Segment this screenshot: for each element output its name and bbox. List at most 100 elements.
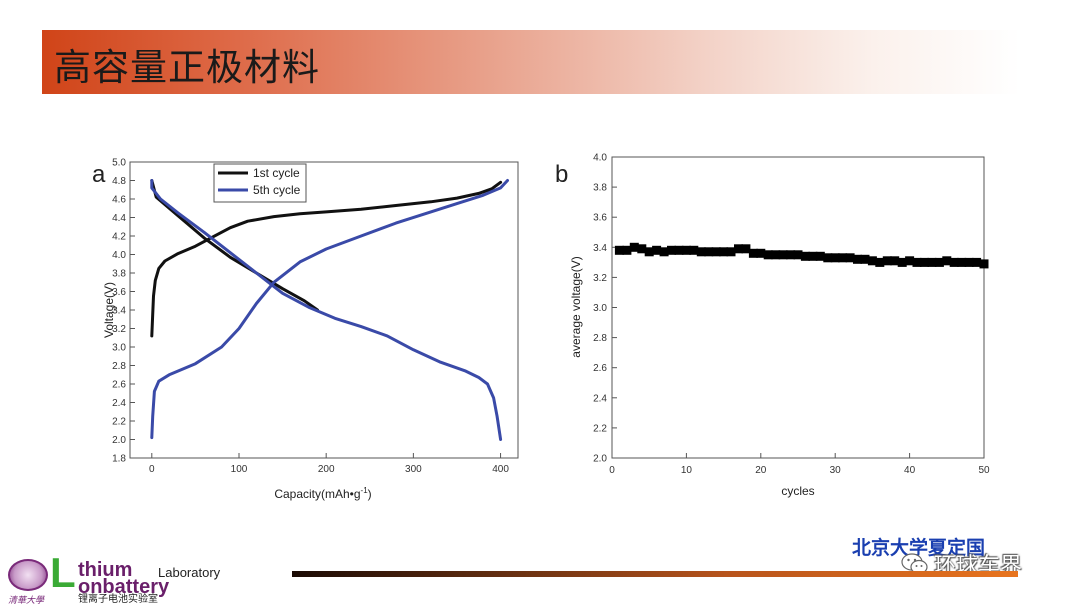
data-point-b — [704, 247, 714, 257]
x-tick-label-a: 400 — [492, 464, 509, 475]
slide-title: 高容量正极材料 — [54, 46, 320, 89]
data-point-b — [719, 247, 729, 257]
y-tick-label-b: 2.6 — [593, 363, 607, 374]
legend-label-cycle1: 1st cycle — [253, 166, 300, 180]
x-axis-label-b: cycles — [781, 484, 814, 498]
data-point-b — [905, 256, 915, 266]
chart-a-voltage-capacity: a 1.8 2.0 2.2 2.4 2.6 2.8 3.0 3.2 3.4 3.6 3.8 4.0 4.… — [92, 158, 519, 501]
data-point-b — [644, 247, 654, 257]
data-point-b — [637, 244, 647, 254]
data-point-b — [800, 251, 810, 261]
data-point-b — [741, 244, 751, 254]
y-tick-label-a: 3.2 — [112, 324, 126, 335]
data-point-b — [815, 251, 825, 261]
series-line-cycle1-charge — [150, 180, 503, 338]
data-point-b — [949, 257, 959, 267]
y-tick-label-a: 2.0 — [112, 435, 126, 446]
legend-label-cycle5: 5th cycle — [253, 183, 301, 197]
data-point-b — [979, 259, 989, 269]
data-point-b — [882, 256, 892, 266]
y-tick-label-a: 4.0 — [112, 250, 126, 261]
lab-logo: 清華大學 L thium Laboratory onbattery 锂离子电池实… — [6, 552, 246, 606]
data-point-b — [763, 250, 773, 260]
data-point-b — [912, 257, 922, 267]
chart-b-average-voltage: b 2.0 2.2 2.4 2.6 2.8 3.0 3.2 3.4 3.6 3.8 4.0 0 10 20… — [555, 153, 990, 499]
data-point-b — [748, 248, 758, 258]
title-bar: 高容量正极材料 — [42, 30, 1020, 94]
logo-laboratory: Laboratory — [158, 565, 221, 580]
data-point-b — [920, 257, 929, 267]
data-point-b — [756, 248, 766, 258]
x-tick-label-b: 40 — [904, 465, 916, 476]
x-tick-label-a: 0 — [149, 464, 155, 475]
plot-frame-a — [129, 161, 519, 459]
data-point-b — [927, 257, 937, 267]
y-tick-label-a: 2.8 — [112, 361, 126, 372]
y-tick-label-b: 3.0 — [593, 303, 607, 314]
x-tick-label-b: 0 — [609, 465, 615, 476]
data-point-b — [689, 245, 699, 255]
y-tick-label-a: 4.6 — [112, 195, 126, 206]
logo-chinese-name: 锂离子电池实验室 — [78, 594, 158, 605]
x-tick-label-b: 10 — [681, 465, 693, 476]
data-point-b — [622, 245, 632, 255]
data-point-b — [726, 247, 736, 257]
data-point-b — [942, 256, 952, 266]
x-tick-label-a: 200 — [318, 464, 335, 475]
y-tick-label-b: 2.4 — [593, 393, 607, 404]
data-point-b — [659, 247, 669, 257]
data-point-b — [667, 245, 676, 255]
y-tick-label-a: 3.0 — [112, 343, 126, 354]
y-tick-label-a: 4.4 — [112, 213, 126, 224]
data-point-b — [875, 257, 885, 267]
x-tick-label-b: 20 — [755, 465, 767, 476]
data-point-b — [786, 250, 796, 260]
data-point-b — [629, 242, 639, 252]
panel-label-b: b — [555, 161, 568, 188]
data-point-b — [614, 245, 624, 255]
data-point-b — [823, 253, 833, 263]
x-tick-label-b: 50 — [978, 465, 990, 476]
data-point-b — [674, 245, 684, 255]
x-axis-label-a: Capacity(mAh•g-1) — [274, 486, 371, 501]
data-point-b — [711, 247, 721, 257]
logo-line2: onbattery — [78, 576, 170, 598]
series-line-cycle1-discharge — [150, 179, 319, 312]
y-tick-label-b: 3.8 — [593, 183, 607, 194]
data-point-b — [778, 250, 788, 260]
y-tick-label-a: 3.6 — [112, 287, 126, 298]
data-point-b — [771, 250, 781, 260]
y-axis-label-a: Voltage(V) — [102, 282, 116, 338]
y-tick-label-b: 2.8 — [593, 333, 607, 344]
y-tick-label-a: 2.2 — [112, 417, 126, 428]
y-tick-label-b: 4.0 — [593, 153, 607, 164]
data-point-b — [652, 245, 662, 255]
university-seal-script: 清華大學 — [8, 596, 45, 606]
data-point-b — [964, 257, 974, 267]
logo-letter-l: L — [50, 549, 76, 596]
data-point-b — [696, 247, 706, 257]
data-point-b — [934, 257, 944, 267]
data-point-b — [972, 257, 982, 267]
x-tick-label-b: 30 — [830, 465, 842, 476]
wechat-icon — [901, 553, 928, 575]
footer-gradient-line — [292, 571, 1018, 577]
university-seal-icon — [8, 559, 48, 591]
y-tick-label-a: 2.4 — [112, 398, 126, 409]
data-point-b — [897, 257, 907, 267]
y-tick-label-b: 3.4 — [593, 243, 607, 254]
y-tick-label-a: 4.8 — [112, 176, 126, 187]
data-point-b — [845, 253, 855, 263]
y-tick-label-a: 3.4 — [112, 306, 126, 317]
y-tick-label-a: 3.8 — [112, 269, 126, 280]
y-tick-label-a: 1.8 — [112, 454, 126, 465]
y-tick-label-b: 2.0 — [593, 454, 607, 465]
author-credit: 北京大学夏定国 — [852, 537, 986, 559]
x-tick-label-a: 300 — [405, 464, 422, 475]
series-line-cycle5-charge — [150, 179, 509, 440]
panel-label-a: a — [92, 161, 106, 188]
data-point-b — [681, 245, 691, 255]
data-point-b — [957, 257, 967, 267]
data-point-b — [860, 254, 870, 264]
data-point-b — [853, 254, 862, 264]
